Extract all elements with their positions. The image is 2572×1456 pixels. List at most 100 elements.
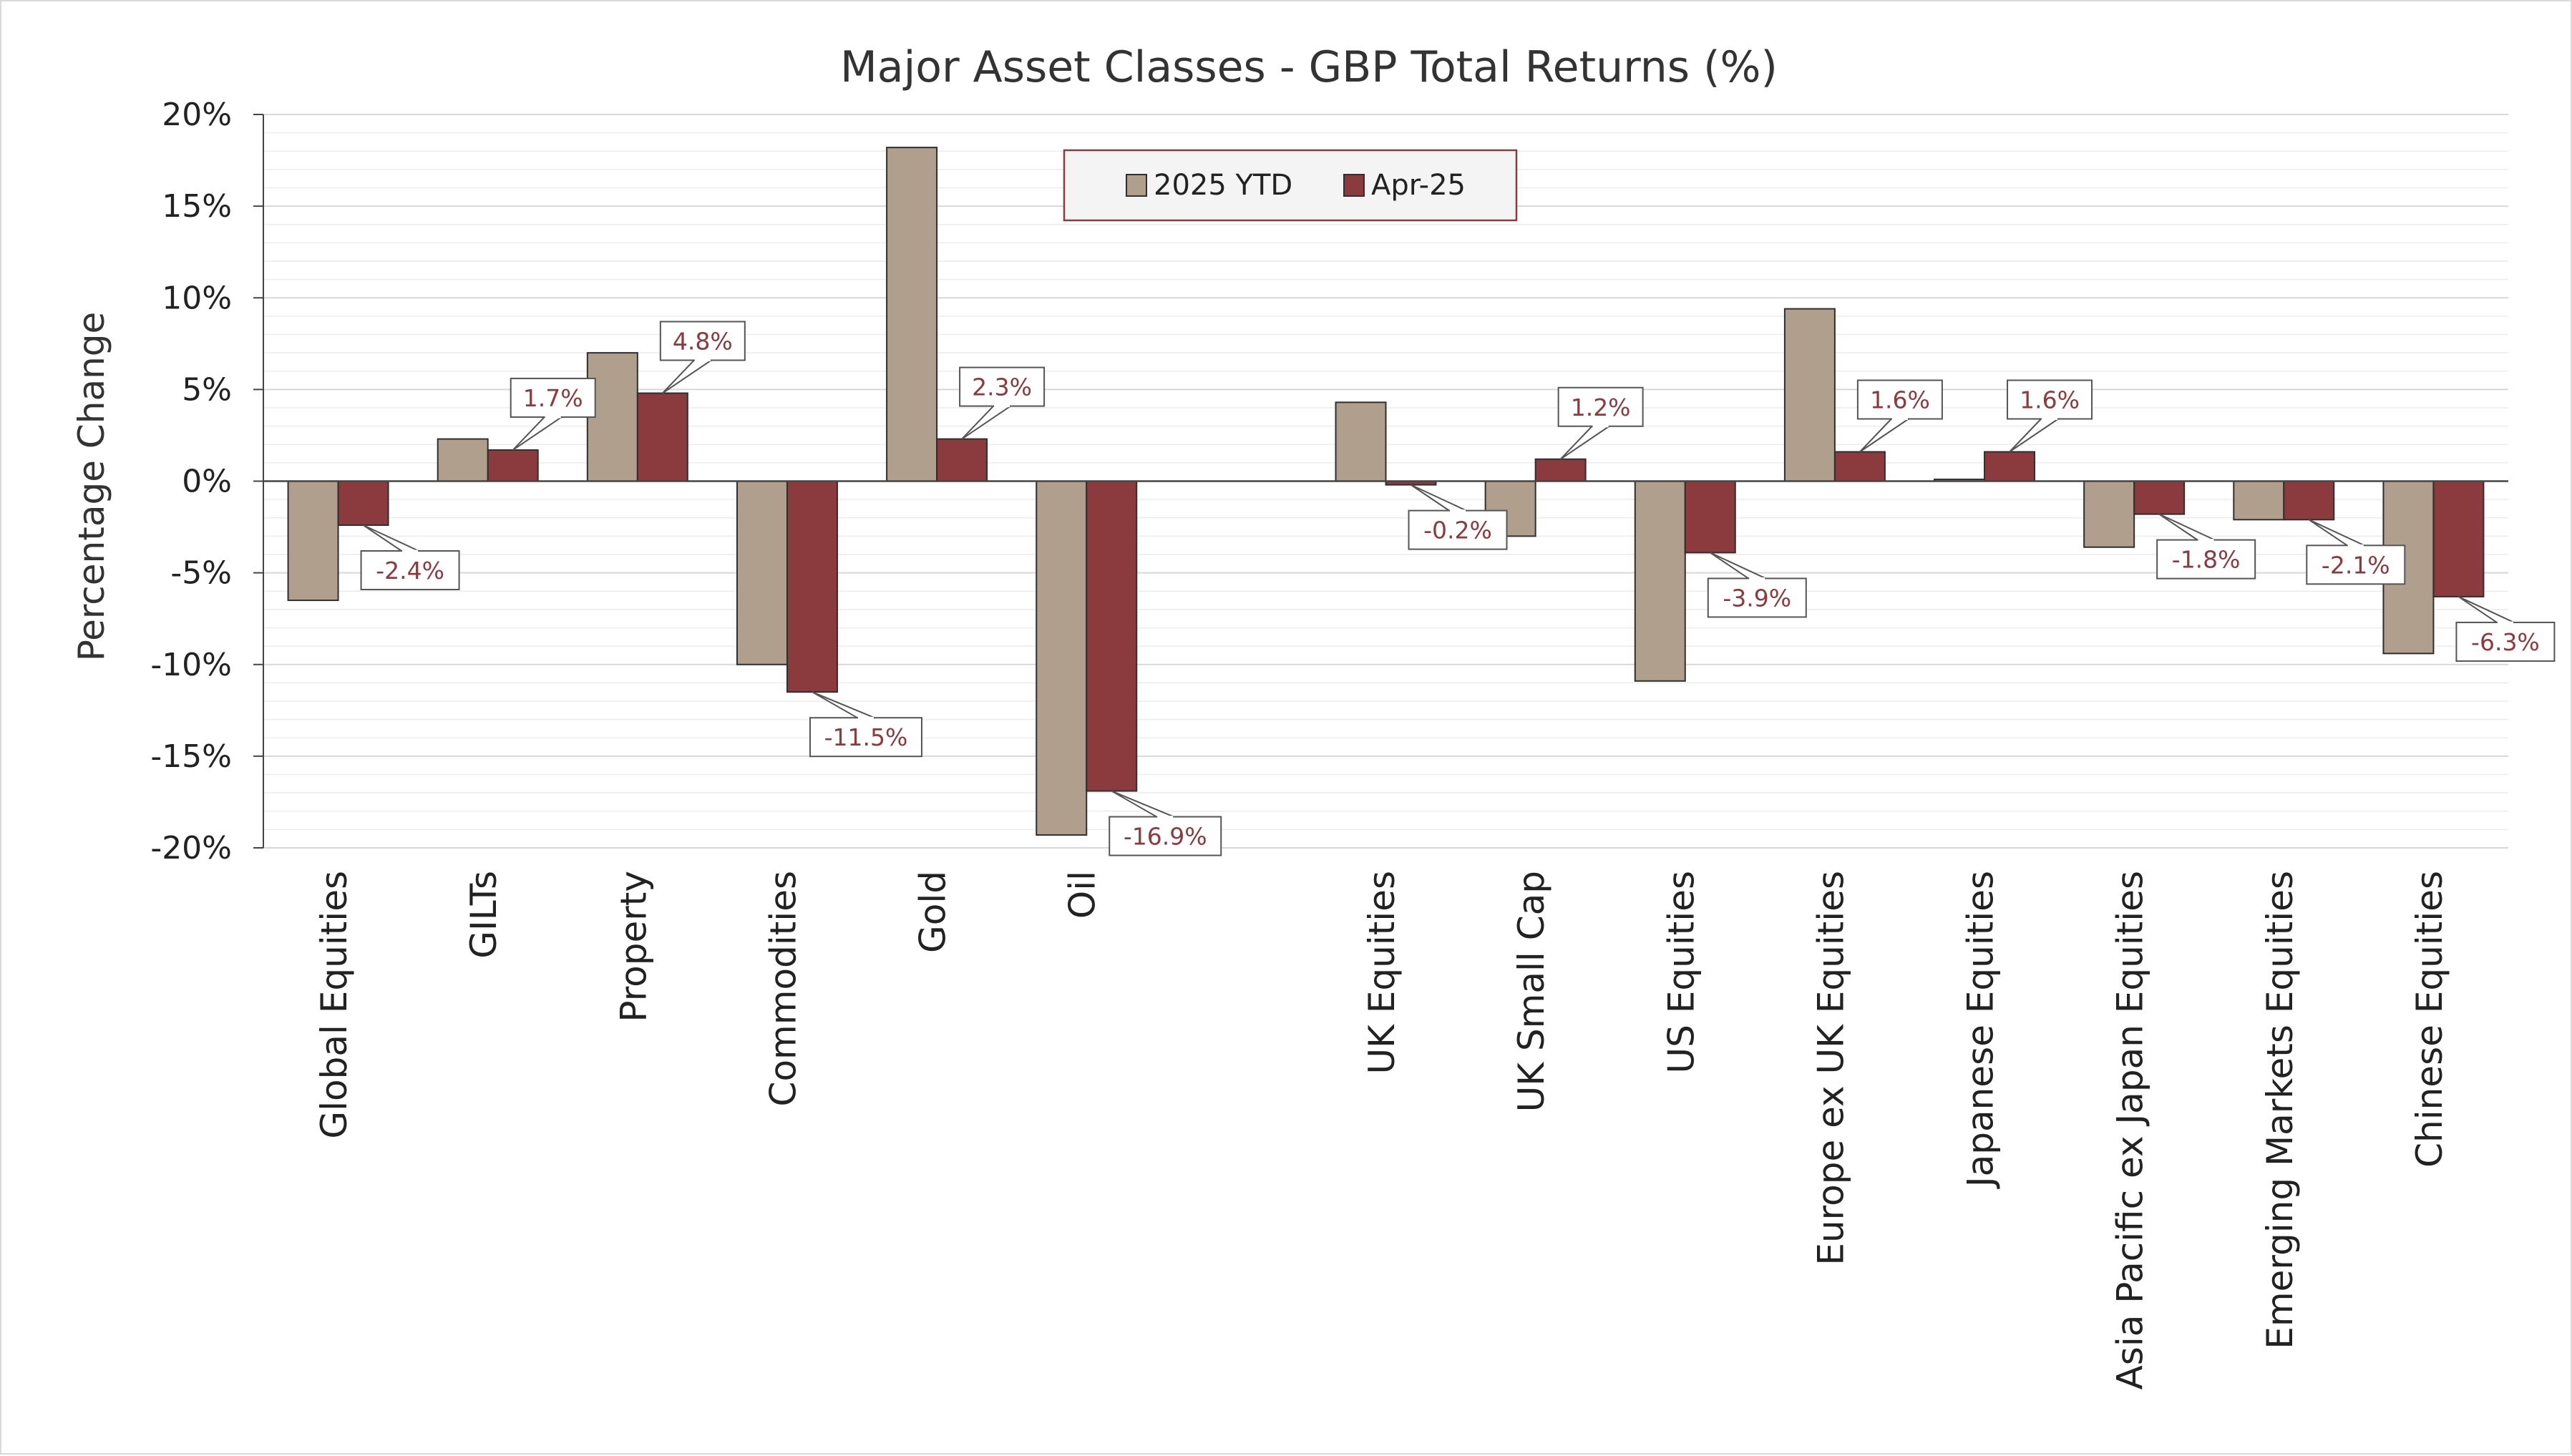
x-tick-label: Japanese Equities bbox=[1960, 871, 2002, 1189]
callout-box bbox=[959, 366, 1046, 407]
callout-pointer bbox=[662, 359, 712, 394]
x-tick-label: Europe ex UK Equities bbox=[1810, 871, 1851, 1266]
x-tick-label: GILTs bbox=[463, 871, 505, 959]
callout-pointer bbox=[1410, 484, 1467, 512]
y-tick-label: -20% bbox=[150, 830, 232, 866]
bar-apr-25 bbox=[2432, 480, 2485, 597]
x-tick-label: UK Small Cap bbox=[1511, 871, 1552, 1112]
callout-box bbox=[659, 321, 746, 361]
callout-box bbox=[510, 377, 596, 418]
x-tick-label: US Equities bbox=[1660, 871, 1702, 1073]
bar-2025-ytd bbox=[736, 480, 788, 665]
bar-apr-25 bbox=[2283, 480, 2335, 521]
callout-box bbox=[1707, 577, 1807, 618]
x-tick-label: Global Equities bbox=[313, 871, 355, 1139]
data-label-callout: 1.2% bbox=[1557, 386, 1644, 460]
callout-pointer bbox=[2457, 596, 2515, 623]
bar-2025-ytd bbox=[2083, 480, 2135, 548]
callout-box bbox=[1109, 816, 1222, 856]
callout-pointer bbox=[2009, 418, 2059, 453]
data-label-callout: -16.9% bbox=[1109, 790, 1222, 856]
y-tick-labels: 20% 15% 10% 5% 0% -5% -10% -15% -20% bbox=[150, 97, 232, 866]
data-label-callout: 2.3% bbox=[959, 366, 1046, 440]
data-label-text: -16.9% bbox=[1124, 823, 1207, 851]
callout-pointer bbox=[1710, 552, 1766, 580]
data-label-callout: -2.4% bbox=[360, 524, 460, 590]
x-tick-label: Commodities bbox=[762, 871, 804, 1106]
bar-apr-25 bbox=[337, 480, 389, 526]
data-label-callout: 4.8% bbox=[659, 321, 746, 394]
data-label-callout: 1.7% bbox=[510, 377, 596, 451]
bar-apr-25 bbox=[1534, 458, 1587, 482]
callout-pointer bbox=[1111, 790, 1174, 818]
x-tick-label: Emerging Markets Equities bbox=[2259, 871, 2301, 1349]
legend: 2025 YTD Apr-25 bbox=[1063, 149, 1518, 222]
bar-apr-25 bbox=[1086, 480, 1138, 792]
legend-label-2025-ytd: 2025 YTD bbox=[1154, 169, 1292, 202]
y-tick-label: -5% bbox=[170, 555, 232, 592]
y-tick-label: 20% bbox=[162, 97, 232, 133]
x-tick-labels: Global Equities GILTs Property Commodities G… bbox=[313, 871, 2450, 1389]
callout-box bbox=[1856, 379, 1943, 420]
y-tick-label: -15% bbox=[150, 738, 232, 775]
data-label-text: -2.4% bbox=[376, 557, 444, 585]
x-tick-label: Gold bbox=[912, 871, 954, 953]
legend-swatch-2025-ytd bbox=[1126, 174, 1147, 197]
data-label-text: -3.9% bbox=[1723, 584, 1791, 612]
data-label-callout: 1.6% bbox=[1856, 379, 1943, 453]
callout-pointer bbox=[2308, 519, 2365, 547]
callout-pointer bbox=[363, 524, 419, 552]
data-label-text: -6.3% bbox=[2471, 628, 2540, 656]
callout-pointer bbox=[961, 405, 1011, 440]
bar-apr-25 bbox=[936, 438, 988, 482]
data-label-text: 4.8% bbox=[673, 328, 733, 356]
bar-2025-ytd bbox=[1335, 401, 1387, 482]
callout-pointer bbox=[2158, 513, 2216, 541]
callout-box bbox=[809, 717, 922, 758]
data-label-callout: -11.5% bbox=[809, 691, 922, 758]
callout-box bbox=[2455, 621, 2556, 662]
data-label-callout: -1.8% bbox=[2156, 513, 2256, 580]
x-tick-label: Asia Pacific ex Japan Equities bbox=[2110, 871, 2151, 1389]
x-tick-label: Oil bbox=[1062, 871, 1104, 919]
bar-apr-25 bbox=[1984, 451, 2036, 482]
bar-2025-ytd bbox=[1036, 480, 1088, 836]
y-tick-label: 15% bbox=[162, 188, 232, 225]
bar-2025-ytd bbox=[437, 438, 489, 482]
callout-box bbox=[2007, 379, 2093, 420]
data-label-text: 1.7% bbox=[523, 384, 583, 412]
data-label-callout: -2.1% bbox=[2306, 519, 2406, 585]
data-label-callout: -3.9% bbox=[1707, 552, 1807, 618]
data-label-text: -11.5% bbox=[824, 723, 908, 751]
bars bbox=[287, 147, 2485, 836]
callout-pointer bbox=[512, 416, 562, 451]
data-label-text: 1.2% bbox=[1571, 394, 1631, 421]
bar-apr-25 bbox=[1684, 480, 1736, 554]
chart-title: Major Asset Classes - GBP Total Returns … bbox=[840, 42, 1778, 92]
legend-swatch-apr-25 bbox=[1343, 174, 1365, 197]
bar-2025-ytd bbox=[2233, 480, 2285, 521]
data-label-text: 1.6% bbox=[2020, 386, 2080, 414]
data-label-text: 1.6% bbox=[1870, 386, 1930, 414]
callout-pointer bbox=[1859, 418, 1909, 453]
x-tick-label: Chinese Equities bbox=[2409, 871, 2450, 1168]
bar-2025-ytd bbox=[886, 147, 938, 482]
bar-2025-ytd bbox=[1634, 480, 1686, 682]
data-label-callout: -0.2% bbox=[1408, 484, 1508, 550]
y-tick-label: 10% bbox=[162, 280, 232, 316]
callout-box bbox=[360, 550, 460, 590]
data-label-text: -0.2% bbox=[1423, 517, 1492, 544]
data-label-text: -1.8% bbox=[2172, 546, 2241, 574]
data-labels: -2.4% 1.7% 4.8% -11.5% 2.3% -16.9% -0.2% 1.2% -3… bbox=[360, 321, 2556, 856]
bar-2025-ytd bbox=[287, 480, 339, 602]
bar-apr-25 bbox=[2133, 480, 2186, 515]
callout-pointer bbox=[1559, 425, 1610, 460]
bar-apr-25 bbox=[487, 449, 539, 482]
legend-label-apr-25: Apr-25 bbox=[1371, 169, 1466, 202]
data-label-callout: 1.6% bbox=[2007, 379, 2093, 453]
bar-apr-25 bbox=[636, 392, 688, 482]
bar-apr-25 bbox=[1833, 451, 1886, 482]
callout-pointer bbox=[812, 691, 875, 719]
